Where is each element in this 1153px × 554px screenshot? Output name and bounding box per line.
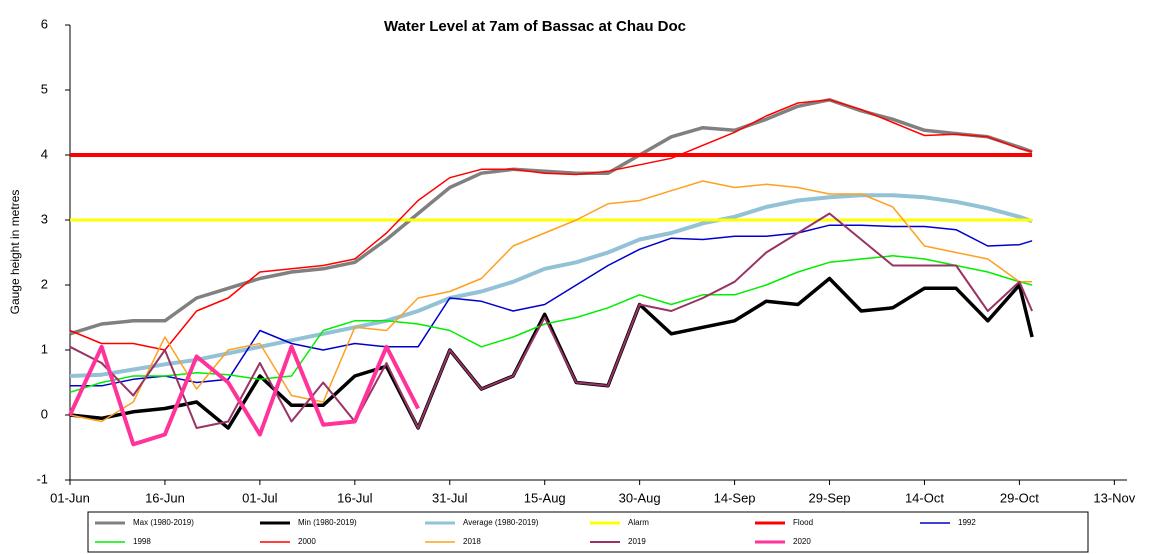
series-line [69, 193, 1033, 378]
legend-label: 2018 [463, 537, 481, 546]
series-line [69, 180, 1033, 423]
x-tick-label: 13-Nov [1093, 490, 1135, 505]
legend-label: 2020 [793, 537, 811, 546]
y-axis-label: Gauge height in metres [8, 190, 22, 315]
x-tick-label: 16-Jul [337, 490, 373, 505]
y-tick-label: 5 [41, 81, 48, 96]
legend-label: Average (1980-2019) [463, 518, 539, 527]
series-line [69, 255, 1033, 394]
y-tick-label: 1 [41, 341, 48, 356]
y-tick-label: 0 [41, 406, 48, 421]
series-line [70, 224, 1033, 387]
legend-label: Alarm [628, 518, 649, 527]
legend-label: 2000 [298, 537, 316, 546]
x-tick-label: 01-Jun [50, 490, 90, 505]
x-tick-label: 01-Jul [242, 490, 278, 505]
legend-label: 1992 [958, 518, 976, 527]
x-tick-label: 14-Sep [714, 490, 756, 505]
legend-label: Min (1980-2019) [298, 518, 357, 527]
legend-label: Max (1980-2019) [133, 518, 194, 527]
series-line [68, 344, 420, 447]
legend-box [87, 511, 1089, 553]
x-tick-label: 30-Aug [619, 490, 661, 505]
legend-label: 2019 [628, 537, 646, 546]
y-tick-label: 4 [41, 146, 48, 161]
legend-label: 1998 [133, 537, 151, 546]
chart-title: Water Level at 7am of Bassac at Chau Doc [384, 18, 686, 35]
y-tick-label: -1 [36, 471, 48, 486]
y-tick-label: 2 [41, 276, 48, 291]
legend-label: Flood [793, 518, 813, 527]
series-line [69, 98, 1033, 336]
x-tick-label: 16-Jun [145, 490, 185, 505]
series-line [69, 212, 1034, 429]
y-tick-label: 6 [41, 16, 48, 31]
x-tick-label: 14-Oct [905, 490, 944, 505]
series-line [69, 99, 1033, 351]
x-tick-label: 31-Jul [432, 490, 468, 505]
x-tick-label: 15-Aug [524, 490, 566, 505]
x-tick-label: 29-Oct [1000, 490, 1039, 505]
y-tick-label: 3 [41, 211, 48, 226]
x-tick-label: 29-Sep [809, 490, 851, 505]
